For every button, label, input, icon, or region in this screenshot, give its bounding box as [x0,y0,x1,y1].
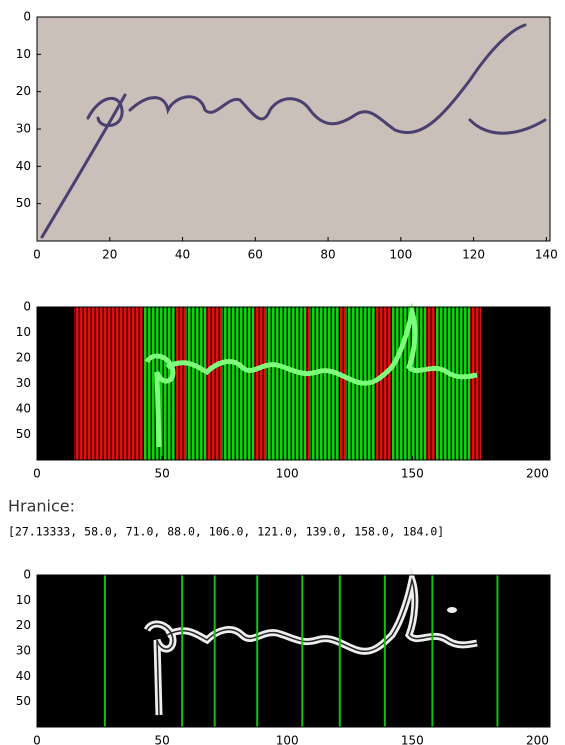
boundary-image [37,575,550,727]
output-text: [27.13333, 58.0, 71.0, 88.0, 106.0, 121.… [8,525,444,539]
y-tick-label: 20 [16,618,31,632]
y-tick-label: 20 [16,351,31,365]
y-tick-label: 10 [16,47,31,61]
x-tick-label: 0 [33,734,41,745]
y-tick-label: 0 [23,300,31,314]
y-tick-label: 30 [16,376,31,390]
y-tick-label: 30 [16,644,31,658]
x-tick-label: 50 [154,467,169,481]
x-tick-label: 100 [389,248,412,262]
photo-image [37,17,550,241]
y-tick-label: 40 [16,159,31,173]
x-tick-label: 140 [535,248,558,262]
x-tick-label: 200 [526,734,549,745]
y-tick-label: 10 [16,593,31,607]
x-tick-label: 80 [320,248,335,262]
x-tick-label: 150 [401,734,424,745]
y-tick-label: 50 [16,196,31,210]
x-tick-label: 100 [276,467,299,481]
y-tick-label: 0 [23,568,31,582]
x-tick-label: 150 [401,467,424,481]
x-tick-label: 20 [102,248,117,262]
x-tick-label: 120 [462,248,485,262]
segmented-image [37,307,550,460]
x-tick-label: 100 [276,734,299,745]
x-tick-label: 0 [33,467,41,481]
y-tick-label: 40 [16,402,31,416]
y-tick-label: 20 [16,84,31,98]
y-tick-label: 50 [16,694,31,708]
y-tick-label: 40 [16,669,31,683]
heading: Hranice: [8,497,75,516]
y-tick-label: 10 [16,325,31,339]
x-tick-label: 0 [33,248,41,262]
x-tick-label: 200 [526,467,549,481]
y-tick-label: 30 [16,122,31,136]
y-tick-label: 50 [16,427,31,441]
x-tick-label: 50 [154,734,169,745]
y-tick-label: 0 [23,10,31,24]
x-tick-label: 40 [175,248,190,262]
x-tick-label: 60 [248,248,263,262]
